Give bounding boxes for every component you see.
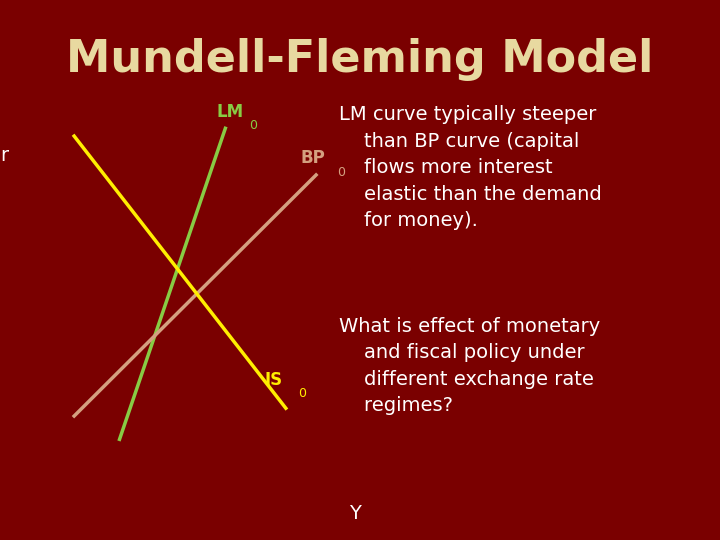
Text: What is effect of monetary
    and fiscal policy under
    different exchange ra: What is effect of monetary and fiscal po… — [338, 317, 600, 415]
Text: r: r — [1, 146, 9, 165]
Text: Mundell-Fleming Model: Mundell-Fleming Model — [66, 38, 654, 81]
Text: BP: BP — [301, 149, 325, 167]
Text: 0: 0 — [250, 119, 258, 132]
Text: LM: LM — [216, 103, 243, 120]
Text: 0: 0 — [298, 388, 306, 401]
Text: Y: Y — [349, 504, 361, 523]
Text: 0: 0 — [337, 166, 346, 179]
Text: IS: IS — [265, 371, 283, 389]
Text: LM curve typically steeper
    than BP curve (capital
    flows more interest
  : LM curve typically steeper than BP curve… — [338, 105, 601, 230]
